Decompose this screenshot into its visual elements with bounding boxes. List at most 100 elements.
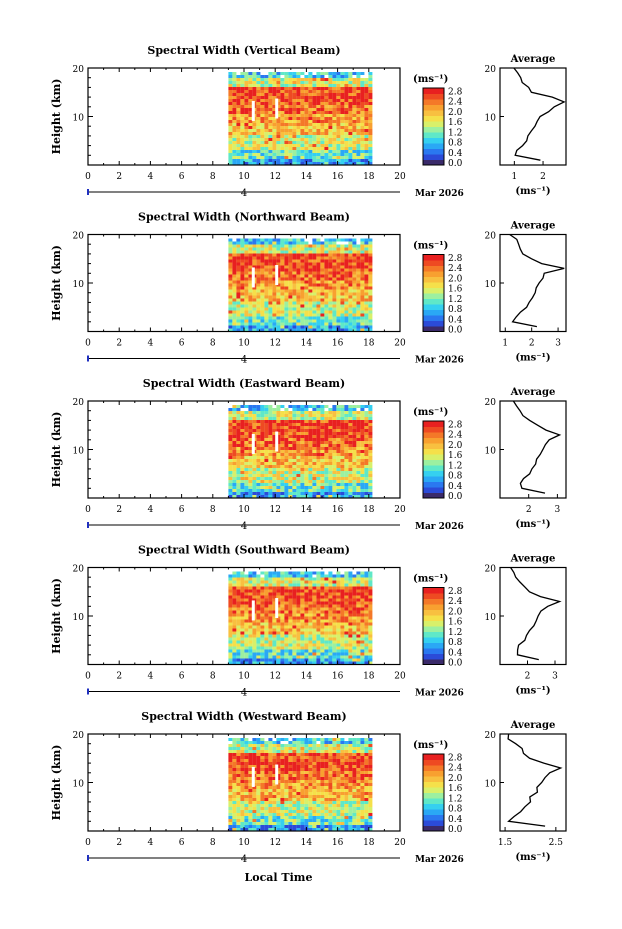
avg-y-tick-label-2-1: 20 <box>485 398 497 408</box>
x-tick-label-3-5: 10 <box>238 672 250 682</box>
colorbar-seg-3-13 <box>423 587 444 594</box>
data-gap-1-1 <box>275 265 279 286</box>
month-label-3: Mar 2026 <box>415 689 464 699</box>
colorbar-seg-2-3 <box>423 476 444 482</box>
date-label-4: 4 <box>241 854 247 865</box>
colorbar-tick-3-6: 0.4 <box>448 648 463 658</box>
y-tick-label-3-0: 10 <box>73 613 85 623</box>
avg-x-tick-label-1-0: 1 <box>502 339 508 349</box>
colorbar-tick-2-5: 0.8 <box>448 472 463 482</box>
x-tick-label-0-9: 18 <box>363 172 375 182</box>
avg-frame-2 <box>499 400 567 499</box>
data-gap-0-0 <box>251 100 255 121</box>
y-tick-label-1-0: 10 <box>73 280 85 290</box>
colorbar-seg-3-4 <box>423 637 444 643</box>
colorbar-seg-2-2 <box>423 481 444 488</box>
colorbar-tick-4-0: 2.8 <box>448 754 463 764</box>
x-tick-label-4-3: 6 <box>179 838 185 848</box>
x-tick-label-3-3: 6 <box>179 672 185 682</box>
avg-x-tick-label-1-1: 2 <box>529 339 535 349</box>
x-tick-label-1-1: 2 <box>116 339 122 349</box>
date-label-1: 4 <box>241 355 247 366</box>
colorbar-tick-2-6: 0.4 <box>448 482 463 492</box>
colorbar-seg-0-6 <box>423 126 444 133</box>
colorbar-frame-2 <box>422 420 445 499</box>
data-gap-2-1 <box>275 431 279 452</box>
y-tick-label-0-1: 20 <box>73 65 85 75</box>
colorbar-seg-4-5 <box>423 798 444 804</box>
colorbar-tick-0-0: 2.8 <box>448 88 463 98</box>
colorbar-tick-4-3: 1.6 <box>448 784 463 794</box>
month-label-4: Mar 2026 <box>415 855 464 865</box>
x-tick-label-3-9: 18 <box>363 672 375 682</box>
avg-y-tick-label-2-0: 10 <box>485 447 497 457</box>
colorbar-tick-1-5: 0.8 <box>448 305 463 315</box>
data-gap-0-1 <box>275 98 279 119</box>
avg-x-tick-label-4-1: 2.5 <box>549 838 564 848</box>
avg-x-tick-label-3-0: 2 <box>525 672 531 682</box>
colorbar-seg-0-3 <box>423 143 444 149</box>
y-axis-label-3: Height (km) <box>50 578 63 654</box>
colorbar-tick-1-3: 1.6 <box>448 285 463 295</box>
colorbar-seg-3-1 <box>423 653 444 660</box>
panel-title-4: Spectral Width (Westward Beam) <box>141 710 346 723</box>
y-axis-label-2: Height (km) <box>50 412 63 488</box>
x-tick-label-2-2: 4 <box>148 505 154 515</box>
avg-x-tick-label-3-1: 3 <box>552 672 558 682</box>
colorbar-seg-0-7 <box>423 121 444 127</box>
avg-y-tick-label-4-1: 20 <box>485 731 497 741</box>
x-tick-label-4-10: 20 <box>394 838 406 848</box>
colorbar-seg-4-3 <box>423 809 444 815</box>
colorbar-seg-1-9 <box>423 276 444 283</box>
colorbar-tick-4-2: 2.0 <box>448 774 463 784</box>
colorbar-seg-3-5 <box>423 631 444 638</box>
y-axis-label-1: Height (km) <box>50 245 63 321</box>
colorbar-seg-4-4 <box>423 803 444 810</box>
colorbar-seg-2-11 <box>423 432 444 438</box>
colorbar-seg-3-12 <box>423 593 444 599</box>
colorbar-seg-2-0 <box>423 492 444 499</box>
colorbar-seg-2-12 <box>423 426 444 433</box>
colorbar-tick-1-2: 2.0 <box>448 274 463 284</box>
colorbar-tick-0-6: 0.4 <box>448 149 463 159</box>
colorbar-tick-2-2: 2.0 <box>448 441 463 451</box>
avg-y-tick-label-1-0: 10 <box>485 280 497 290</box>
data-gap-3-1 <box>275 598 279 619</box>
avg-x-tick-label-4-0: 1.5 <box>498 838 513 848</box>
avg-frame-1 <box>499 233 567 333</box>
x-tick-label-4-6: 12 <box>269 838 280 848</box>
x-tick-label-0-6: 12 <box>269 172 280 182</box>
avg-x-tick-label-2-0: 2 <box>526 505 532 515</box>
avg-xlabel-4: (ms⁻¹) <box>515 852 550 863</box>
avg-y-tick-label-4-0: 10 <box>485 780 497 790</box>
colorbar-unit-2: (ms⁻¹) <box>413 407 448 418</box>
avg-title-4: Average <box>510 720 556 731</box>
colorbar-tick-0-1: 2.4 <box>448 98 463 108</box>
y-tick-label-1-1: 20 <box>73 232 85 242</box>
avg-xlabel-0: (ms⁻¹) <box>515 186 550 197</box>
avg-xlabel-3: (ms⁻¹) <box>515 686 550 697</box>
colorbar-tick-1-0: 2.8 <box>448 254 463 264</box>
colorbar-seg-2-1 <box>423 487 444 493</box>
colorbar-seg-1-2 <box>423 315 444 321</box>
x-tick-label-3-1: 2 <box>116 672 122 682</box>
panel-title-3: Spectral Width (Southward Beam) <box>138 544 350 557</box>
colorbar-seg-2-8 <box>423 448 444 455</box>
avg-profile-line-3 <box>510 567 562 661</box>
bottom-xaxis-label: Local Time <box>244 871 313 884</box>
colorbar-seg-1-1 <box>423 320 444 327</box>
y-tick-label-2-1: 20 <box>73 398 85 408</box>
x-tick-label-4-0: 0 <box>85 838 91 848</box>
data-gap-4-0 <box>251 766 255 787</box>
x-tick-label-2-10: 20 <box>394 505 406 515</box>
x-tick-label-3-0: 0 <box>85 672 91 682</box>
colorbar-seg-3-10 <box>423 604 444 610</box>
colorbar-seg-1-13 <box>423 254 444 261</box>
avg-frame-3 <box>499 566 567 666</box>
colorbar-seg-4-1 <box>423 820 444 826</box>
colorbar-seg-0-0 <box>423 159 444 166</box>
colorbar-seg-1-5 <box>423 298 444 305</box>
colorbar-seg-1-8 <box>423 282 444 288</box>
avg-profile-line-1 <box>509 233 565 328</box>
